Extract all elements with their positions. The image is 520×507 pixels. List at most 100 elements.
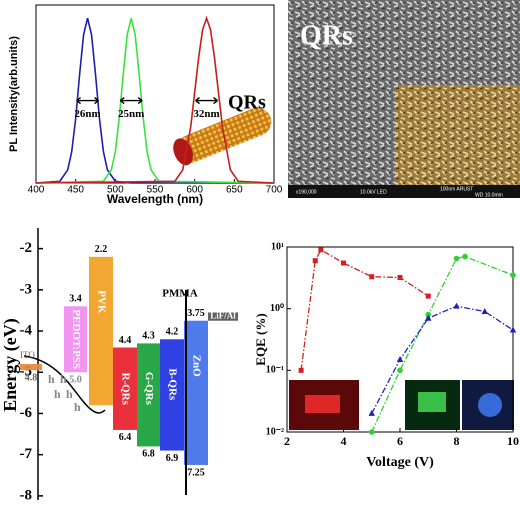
spectrum-line <box>35 17 274 184</box>
x-tick-label: 550 <box>147 185 164 196</box>
energy-level <box>20 364 42 371</box>
marker <box>369 274 375 280</box>
x-tick-label: 4 <box>341 434 347 448</box>
fwhm-arrow <box>119 97 143 105</box>
marker <box>510 272 516 278</box>
marker <box>397 275 403 281</box>
marker <box>425 314 432 321</box>
qrs-label: QRs <box>228 92 266 114</box>
x-tick-label: 450 <box>67 185 84 196</box>
image-note: 100nm ARUST <box>440 186 473 192</box>
marker <box>453 255 460 262</box>
marker <box>453 302 460 309</box>
y-tick-label: -4 <box>20 322 33 338</box>
x-tick-label: 400 <box>28 185 45 196</box>
energy-level <box>89 256 113 406</box>
marker <box>341 260 346 266</box>
marker <box>368 409 375 416</box>
marker <box>481 307 488 314</box>
level-label: 3.75 <box>187 308 205 319</box>
spectrum-line <box>35 15 275 184</box>
hole-label: h <box>54 387 61 401</box>
fwhm-arrow <box>195 97 218 105</box>
energy-level <box>113 347 137 430</box>
marker <box>368 429 375 435</box>
x-axis-label: Voltage (V) <box>366 455 434 470</box>
layer-name: B-QRs <box>166 368 178 401</box>
hole-path <box>23 355 106 414</box>
y-tick-label: 10¹ <box>271 241 284 252</box>
x-axis-label: Wavelength (nm) <box>107 192 203 206</box>
layer-name: R-QRs <box>119 373 131 406</box>
image-note: 10.0kV LED <box>360 189 387 195</box>
marker <box>462 253 468 260</box>
marker <box>396 355 404 362</box>
energy-level <box>208 312 238 321</box>
marker <box>425 293 431 299</box>
eqe-line <box>300 248 429 371</box>
layer-name: G-QRs <box>143 372 155 406</box>
x-tick-label: 700 <box>266 185 283 196</box>
level-label: 4.3 <box>142 331 155 342</box>
x-tick-label: 650 <box>226 185 243 196</box>
energy-level <box>64 306 87 373</box>
level-label: 4.4 <box>119 335 132 346</box>
y-axis-label: Energy (eV) <box>0 318 21 411</box>
energy-level <box>137 343 160 447</box>
layer-name: PEDOT:PSS <box>70 309 82 369</box>
level-label: 6.8 <box>142 449 155 460</box>
y-axis-label: PL Intensity(arb.units) <box>8 36 20 152</box>
x-tick-label: 10 <box>507 434 519 448</box>
energy-level <box>160 339 184 451</box>
hole-label: h <box>48 372 55 386</box>
y-tick-label: -8 <box>20 487 33 503</box>
layer-name: LiF/Al <box>210 311 236 321</box>
level-label: 6.9 <box>166 453 179 464</box>
y-tick-label: -2 <box>20 240 33 256</box>
image-title: QRs <box>300 20 353 51</box>
marker <box>312 258 318 264</box>
fwhm-label: 32nm <box>193 108 219 120</box>
sem-image: QRs x190,000 10.0kV LED 100nm ARUST WD 1… <box>288 0 520 198</box>
level-label: 6.4 <box>119 432 132 443</box>
eqe-line <box>371 255 514 433</box>
y-tick-label: -6 <box>20 405 33 421</box>
level-label: 7.25 <box>187 467 205 478</box>
marker <box>425 311 432 318</box>
hole-label: h <box>66 387 73 401</box>
eqe-line <box>371 305 514 414</box>
pmma-label: PMMA <box>162 288 197 300</box>
y-tick-label: -3 <box>20 281 33 297</box>
y-tick-label: 10⁰ <box>270 303 284 314</box>
hole-label: h <box>60 372 67 386</box>
y-tick-label: 10⁻² <box>266 426 284 437</box>
level-label: 2.2 <box>95 244 108 255</box>
level-label: 5.0 <box>69 375 82 386</box>
hole-label: h <box>74 400 81 414</box>
energy-level <box>184 320 208 465</box>
level-label: 4.2 <box>166 327 179 338</box>
marker <box>509 326 517 333</box>
level-label: 4.8 <box>25 372 38 383</box>
marker <box>298 367 304 373</box>
marker <box>397 367 403 374</box>
layer-name: PVK <box>95 290 107 314</box>
spectrum-line <box>35 17 275 184</box>
fwhm-label: 25nm <box>118 108 144 120</box>
marker <box>318 247 324 253</box>
y-axis-label: EQE (%) <box>253 313 268 365</box>
x-tick-label: 6 <box>397 434 403 448</box>
x-tick-label: 600 <box>186 185 203 196</box>
image-note: WD 10.0mm <box>475 192 503 198</box>
layer-name: ITO <box>20 350 35 360</box>
x-tick-label: 8 <box>454 434 460 448</box>
x-tick-label: 2 <box>284 434 290 448</box>
fwhm-label: 26nm <box>74 108 100 120</box>
x-tick-label: 500 <box>107 185 124 196</box>
device-photos <box>289 380 514 430</box>
image-note: x190,000 <box>296 189 317 195</box>
level-label: 3.4 <box>69 294 82 305</box>
y-tick-label: 10⁻¹ <box>266 365 284 376</box>
layer-name: ZnO <box>190 355 202 377</box>
